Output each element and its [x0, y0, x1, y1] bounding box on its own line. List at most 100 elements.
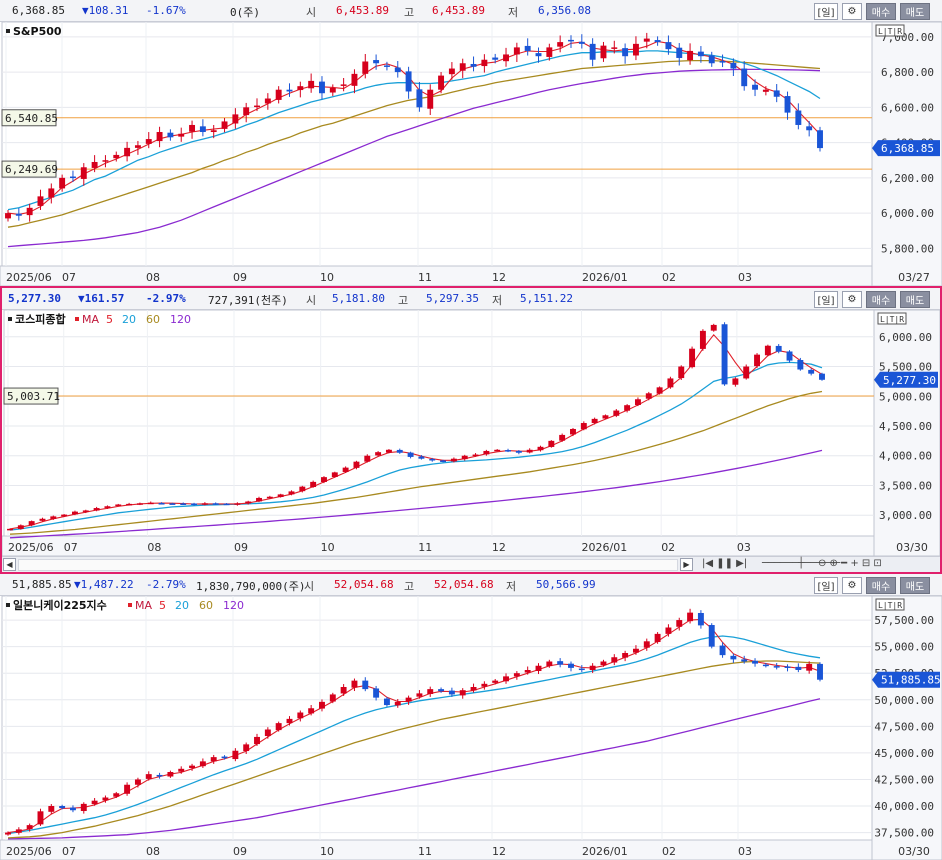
- gear-icon[interactable]: ⚙: [842, 3, 862, 20]
- candle[interactable]: [546, 659, 553, 668]
- candle[interactable]: [470, 56, 477, 72]
- candle[interactable]: [752, 79, 758, 97]
- candle[interactable]: [546, 43, 553, 61]
- candle[interactable]: [678, 365, 685, 381]
- candle[interactable]: [102, 795, 109, 803]
- candle[interactable]: [643, 638, 650, 651]
- candle[interactable]: [48, 804, 55, 815]
- candle[interactable]: [362, 677, 369, 692]
- candle[interactable]: [448, 62, 455, 80]
- candle[interactable]: [505, 448, 511, 453]
- gear-icon[interactable]: ⚙: [842, 577, 862, 594]
- candle[interactable]: [362, 53, 369, 79]
- candle[interactable]: [699, 329, 706, 351]
- candle[interactable]: [461, 454, 468, 461]
- candle[interactable]: [708, 623, 715, 649]
- candle[interactable]: [340, 78, 347, 92]
- candle[interactable]: [418, 455, 425, 460]
- candle[interactable]: [243, 102, 250, 123]
- candle[interactable]: [797, 357, 804, 371]
- candle[interactable]: [624, 404, 631, 413]
- candle[interactable]: [245, 500, 252, 505]
- candle[interactable]: [286, 83, 293, 97]
- candle[interactable]: [708, 51, 715, 67]
- candle[interactable]: [568, 661, 574, 672]
- candle[interactable]: [39, 517, 46, 522]
- candle[interactable]: [383, 61, 390, 71]
- candle[interactable]: [329, 692, 336, 704]
- candle[interactable]: [578, 34, 585, 49]
- candle[interactable]: [557, 658, 564, 668]
- candle[interactable]: [730, 653, 737, 663]
- candle[interactable]: [299, 485, 306, 493]
- candle[interactable]: [178, 766, 185, 774]
- candle[interactable]: [438, 687, 445, 693]
- candle[interactable]: [126, 502, 133, 506]
- candle[interactable]: [515, 450, 522, 455]
- scroll-left-icon[interactable]: ◀: [3, 558, 16, 571]
- candle[interactable]: [37, 808, 44, 826]
- candle[interactable]: [643, 32, 650, 49]
- candle[interactable]: [687, 608, 694, 624]
- candle[interactable]: [589, 663, 596, 674]
- candle[interactable]: [754, 353, 760, 368]
- scroll-right-icon[interactable]: ▶: [680, 558, 693, 571]
- period-button[interactable]: [일]: [814, 3, 838, 20]
- candle[interactable]: [654, 36, 661, 46]
- candle[interactable]: [212, 502, 219, 505]
- candle[interactable]: [342, 466, 349, 473]
- sell-button[interactable]: 매도: [900, 577, 930, 594]
- candle[interactable]: [503, 47, 509, 67]
- candle[interactable]: [5, 209, 11, 222]
- candle[interactable]: [319, 699, 325, 712]
- candle[interactable]: [743, 364, 750, 380]
- candle[interactable]: [645, 391, 652, 401]
- candle[interactable]: [721, 322, 728, 386]
- horizontal-scrollbar[interactable]: ◀ ▶ |◀ ❚❚ ▶| ──────┼────── ⊖ ⊕ ━ + ⊟ ⊡: [2, 556, 940, 572]
- candle[interactable]: [373, 54, 380, 70]
- candle[interactable]: [70, 805, 76, 813]
- candle[interactable]: [15, 208, 22, 221]
- candle[interactable]: [407, 451, 414, 459]
- candle[interactable]: [321, 476, 327, 484]
- candle[interactable]: [167, 770, 174, 778]
- candle[interactable]: [513, 671, 520, 680]
- buy-button[interactable]: 매수: [866, 577, 896, 594]
- candle[interactable]: [264, 93, 271, 110]
- candle[interactable]: [59, 804, 66, 810]
- candle[interactable]: [600, 659, 607, 667]
- candle[interactable]: [80, 163, 87, 186]
- candle[interactable]: [808, 368, 815, 376]
- candle[interactable]: [589, 38, 596, 67]
- sell-button[interactable]: 매도: [900, 3, 930, 20]
- candle[interactable]: [319, 76, 325, 100]
- candle[interactable]: [80, 802, 87, 814]
- candle[interactable]: [364, 454, 371, 463]
- candle[interactable]: [697, 610, 704, 629]
- axis-mode-icon[interactable]: L|T|R: [875, 598, 905, 611]
- candle[interactable]: [232, 108, 239, 129]
- candle[interactable]: [494, 449, 501, 452]
- candle[interactable]: [373, 685, 380, 701]
- candle[interactable]: [310, 480, 317, 488]
- candle[interactable]: [741, 61, 748, 91]
- candle[interactable]: [752, 658, 758, 667]
- candle[interactable]: [297, 710, 304, 722]
- candle[interactable]: [730, 58, 737, 77]
- candle[interactable]: [199, 758, 206, 768]
- candle[interactable]: [622, 43, 629, 64]
- candle[interactable]: [570, 427, 576, 437]
- candle[interactable]: [470, 683, 477, 693]
- candle[interactable]: [156, 126, 163, 148]
- candle[interactable]: [124, 141, 131, 162]
- candle[interactable]: [59, 174, 66, 192]
- candle[interactable]: [689, 346, 696, 369]
- axis-mode-icon[interactable]: L|T|R: [877, 312, 907, 325]
- candle[interactable]: [427, 84, 434, 116]
- candle[interactable]: [806, 661, 813, 674]
- candle[interactable]: [26, 823, 33, 832]
- candle[interactable]: [266, 495, 273, 499]
- candle[interactable]: [784, 664, 791, 672]
- candle[interactable]: [254, 733, 260, 746]
- candle[interactable]: [156, 772, 163, 779]
